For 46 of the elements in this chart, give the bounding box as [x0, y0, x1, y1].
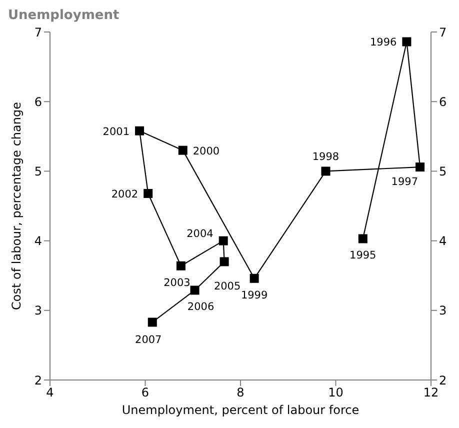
annotation: 2003 [164, 276, 190, 289]
annotation: 1996 [370, 36, 398, 49]
y2-tick-label: 2 [439, 373, 447, 388]
point [218, 236, 228, 246]
point [416, 162, 425, 172]
annotation: 2005 [214, 280, 241, 293]
point [148, 318, 157, 327]
point [176, 261, 186, 270]
point [220, 257, 229, 266]
point [250, 274, 259, 283]
y-tick-label: 3 [34, 304, 42, 318]
annotation: 2001 [102, 126, 130, 138]
y-axis-title: Cost of labour, percentage change [9, 102, 24, 310]
annotation: 2004 [186, 228, 214, 240]
y2-tick-label: 7 [439, 25, 447, 40]
x-tick-label: 10 [328, 386, 344, 400]
annotation: 2007 [135, 334, 162, 346]
annotation: 1999 [240, 289, 268, 302]
x-axis-title: Unemployment, percent of labour force [122, 403, 360, 417]
annotation: 1998 [312, 151, 340, 164]
point [178, 146, 188, 155]
y-tick-label: 7 [34, 25, 42, 40]
annotation: 1995 [350, 250, 376, 262]
y2-tick-label: 3 [439, 304, 447, 318]
y-tick-label: 6 [34, 94, 42, 109]
point [135, 126, 144, 136]
point [190, 286, 200, 295]
point [402, 37, 412, 46]
point [321, 166, 330, 176]
y-tick-label: 5 [34, 164, 42, 178]
y2-tick-label: 5 [439, 164, 447, 178]
x-tick-label: 4 [46, 386, 54, 400]
annotation: 2000 [192, 145, 220, 158]
y2-tick-label: 6 [439, 94, 447, 109]
y-tick-label: 2 [34, 373, 42, 388]
y-tick-label: 4 [34, 234, 42, 248]
point [144, 188, 153, 198]
annotation: 1997 [391, 176, 418, 188]
annotation: 2006 [187, 301, 214, 314]
point [358, 234, 368, 244]
x-tick-label: 12 [423, 386, 439, 400]
annotation: 2002 [111, 188, 138, 200]
chart-title: Unemployment [8, 8, 120, 24]
x-tick-label: 8 [236, 386, 244, 400]
y2-tick-label: 4 [439, 234, 447, 248]
x-tick-label: 6 [141, 386, 150, 400]
